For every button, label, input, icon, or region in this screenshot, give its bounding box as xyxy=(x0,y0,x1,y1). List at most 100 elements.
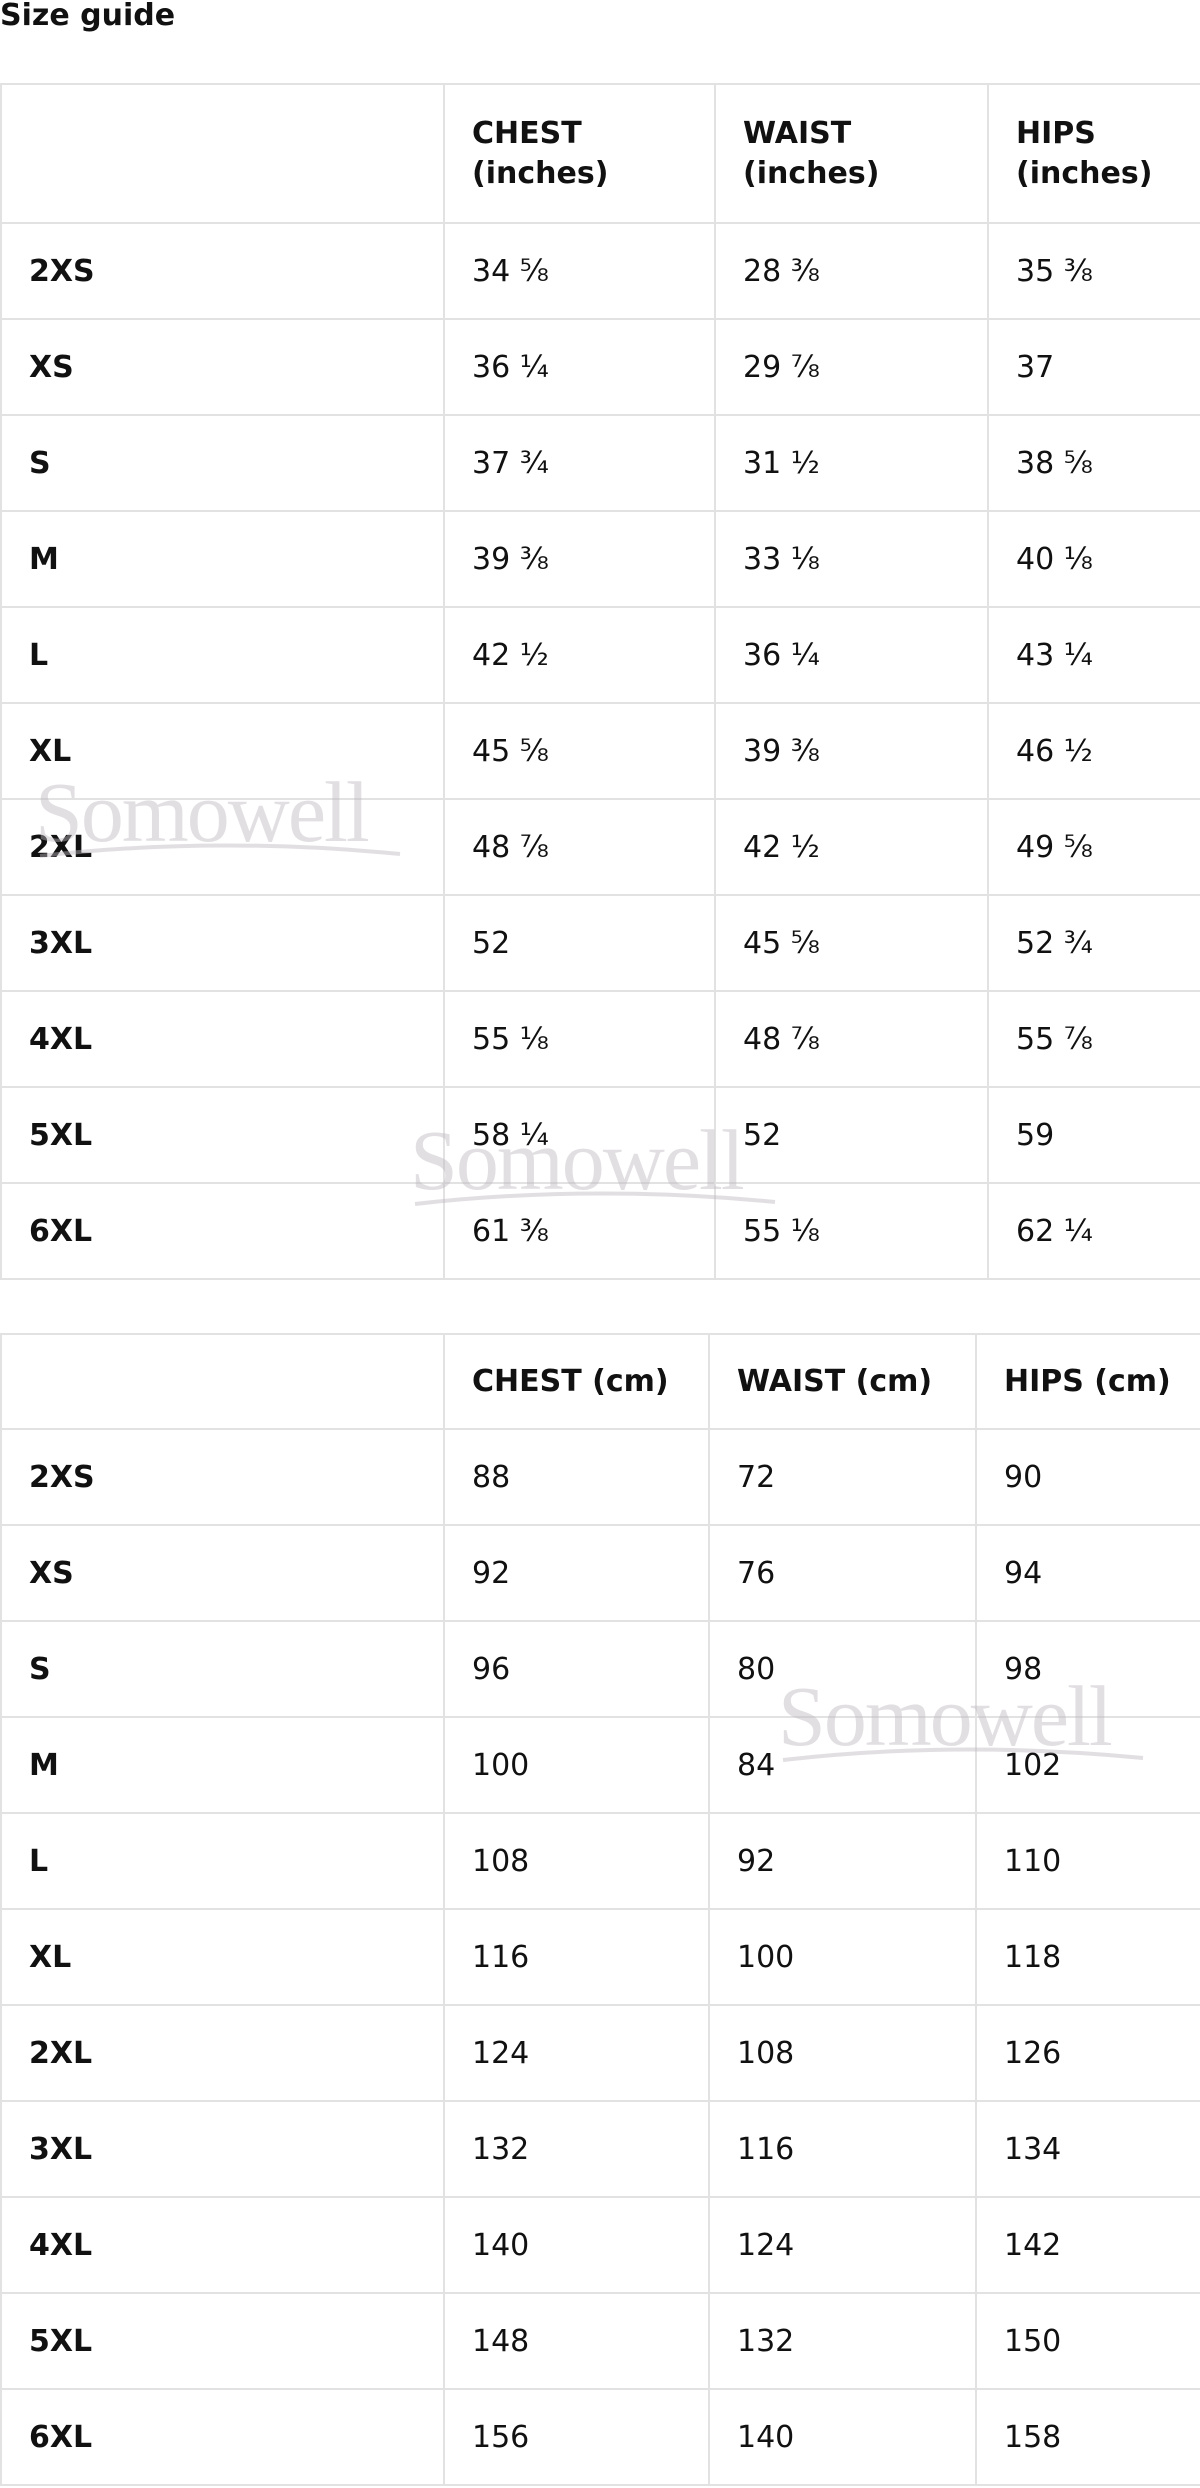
measurement-cell: 116 xyxy=(443,1908,710,2006)
size-label: L xyxy=(0,1812,445,1910)
measurement-cell: 31 ½ xyxy=(714,414,989,512)
size-label: XS xyxy=(0,318,445,416)
measurement-cell: 36 ¼ xyxy=(714,606,989,704)
measurement-cell: 150 xyxy=(975,2292,1200,2390)
measurement-cell: 52 ¾ xyxy=(987,894,1200,992)
table-row: M 39 ⅜ 33 ⅛ 40 ⅛ xyxy=(0,510,1200,608)
measurement-cell: 42 ½ xyxy=(714,798,989,896)
table-row: 3XL 52 45 ⅝ 52 ¾ xyxy=(0,894,1200,992)
measurement-cell: 124 xyxy=(443,2004,710,2102)
measurement-cell: 39 ⅜ xyxy=(714,702,989,800)
column-header: HIPS (inches) xyxy=(987,83,1200,224)
measurement-cell: 72 xyxy=(708,1428,977,1526)
measurement-cell: 140 xyxy=(708,2388,977,2486)
header-size xyxy=(0,83,445,224)
table-row: M 100 84 102 xyxy=(0,1716,1200,1814)
table-row: XL 116 100 118 xyxy=(0,1908,1200,2006)
measurement-cell: 94 xyxy=(975,1524,1200,1622)
header-row: CHEST (cm) WAIST (cm) HIPS (cm) xyxy=(0,1333,1200,1430)
table-row: 2XL 48 ⅞ 42 ½ 49 ⅝ xyxy=(0,798,1200,896)
measurement-cell: 35 ⅜ xyxy=(987,222,1200,320)
measurement-cell: 39 ⅜ xyxy=(443,510,716,608)
table-row: L 108 92 110 xyxy=(0,1812,1200,1910)
size-label: 4XL xyxy=(0,2196,445,2294)
measurement-cell: 43 ¼ xyxy=(987,606,1200,704)
measurement-cell: 58 ¼ xyxy=(443,1086,716,1184)
measurement-cell: 49 ⅝ xyxy=(987,798,1200,896)
measurement-cell: 45 ⅝ xyxy=(714,894,989,992)
table-row: 4XL 140 124 142 xyxy=(0,2196,1200,2294)
measurement-cell: 52 xyxy=(443,894,716,992)
column-header: HIPS (cm) xyxy=(975,1333,1200,1430)
size-label: S xyxy=(0,1620,445,1718)
size-table-cm: CHEST (cm) WAIST (cm) HIPS (cm) 2XS 88 72 90 XS… xyxy=(0,1333,1200,2486)
measurement-cell: 34 ⅝ xyxy=(443,222,716,320)
measurement-cell: 46 ½ xyxy=(987,702,1200,800)
measurement-cell: 76 xyxy=(708,1524,977,1622)
size-label: 2XL xyxy=(0,798,445,896)
size-label: XS xyxy=(0,1524,445,1622)
table-row: 4XL 55 ⅛ 48 ⅞ 55 ⅞ xyxy=(0,990,1200,1088)
table-row: 2XS 34 ⅝ 28 ⅜ 35 ⅜ xyxy=(0,222,1200,320)
size-label: 5XL xyxy=(0,2292,445,2390)
header-size xyxy=(0,1333,445,1430)
measurement-cell: 40 ⅛ xyxy=(987,510,1200,608)
measurement-cell: 84 xyxy=(708,1716,977,1814)
measurement-cell: 92 xyxy=(443,1524,710,1622)
measurement-cell: 118 xyxy=(975,1908,1200,2006)
size-label: M xyxy=(0,510,445,608)
table-row: S 37 ¾ 31 ½ 38 ⅝ xyxy=(0,414,1200,512)
column-header: CHEST (inches) xyxy=(443,83,716,224)
table-row: 3XL 132 116 134 xyxy=(0,2100,1200,2198)
header-row: CHEST (inches) WAIST (inches) HIPS (inches) xyxy=(0,83,1200,224)
table-row: 6XL 61 ⅜ 55 ⅛ 62 ¼ xyxy=(0,1182,1200,1280)
measurement-cell: 48 ⅞ xyxy=(714,990,989,1088)
measurement-cell: 156 xyxy=(443,2388,710,2486)
table-row: XS 36 ¼ 29 ⅞ 37 xyxy=(0,318,1200,416)
measurement-cell: 116 xyxy=(708,2100,977,2198)
measurement-cell: 108 xyxy=(443,1812,710,1910)
size-label: L xyxy=(0,606,445,704)
page-title: Size guide xyxy=(0,0,176,33)
measurement-cell: 96 xyxy=(443,1620,710,1718)
table-row: XL 45 ⅝ 39 ⅜ 46 ½ xyxy=(0,702,1200,800)
measurement-cell: 102 xyxy=(975,1716,1200,1814)
size-label: XL xyxy=(0,1908,445,2006)
measurement-cell: 124 xyxy=(708,2196,977,2294)
size-label: 4XL xyxy=(0,990,445,1088)
size-label: 3XL xyxy=(0,894,445,992)
measurement-cell: 52 xyxy=(714,1086,989,1184)
column-header: WAIST (cm) xyxy=(708,1333,977,1430)
table-row: 5XL 148 132 150 xyxy=(0,2292,1200,2390)
column-header: CHEST (cm) xyxy=(443,1333,710,1430)
measurement-cell: 28 ⅜ xyxy=(714,222,989,320)
measurement-cell: 100 xyxy=(443,1716,710,1814)
measurement-cell: 158 xyxy=(975,2388,1200,2486)
measurement-cell: 55 ⅛ xyxy=(714,1182,989,1280)
column-header: WAIST (inches) xyxy=(714,83,989,224)
table-row: XS 92 76 94 xyxy=(0,1524,1200,1622)
table-row: 2XL 124 108 126 xyxy=(0,2004,1200,2102)
measurement-cell: 140 xyxy=(443,2196,710,2294)
measurement-cell: 88 xyxy=(443,1428,710,1526)
measurement-cell: 100 xyxy=(708,1908,977,2006)
measurement-cell: 90 xyxy=(975,1428,1200,1526)
measurement-cell: 108 xyxy=(708,2004,977,2102)
measurement-cell: 126 xyxy=(975,2004,1200,2102)
size-label: 2XS xyxy=(0,222,445,320)
size-table-inches: CHEST (inches) WAIST (inches) HIPS (inches) 2X… xyxy=(0,83,1200,1280)
table-row: 5XL 58 ¼ 52 59 xyxy=(0,1086,1200,1184)
measurement-cell: 132 xyxy=(443,2100,710,2198)
size-label: 6XL xyxy=(0,2388,445,2486)
size-label: 6XL xyxy=(0,1182,445,1280)
measurement-cell: 132 xyxy=(708,2292,977,2390)
measurement-cell: 42 ½ xyxy=(443,606,716,704)
size-label: 5XL xyxy=(0,1086,445,1184)
measurement-cell: 37 ¾ xyxy=(443,414,716,512)
measurement-cell: 33 ⅛ xyxy=(714,510,989,608)
table-row: S 96 80 98 xyxy=(0,1620,1200,1718)
measurement-cell: 29 ⅞ xyxy=(714,318,989,416)
measurement-cell: 37 xyxy=(987,318,1200,416)
table-row: 6XL 156 140 158 xyxy=(0,2388,1200,2486)
measurement-cell: 98 xyxy=(975,1620,1200,1718)
